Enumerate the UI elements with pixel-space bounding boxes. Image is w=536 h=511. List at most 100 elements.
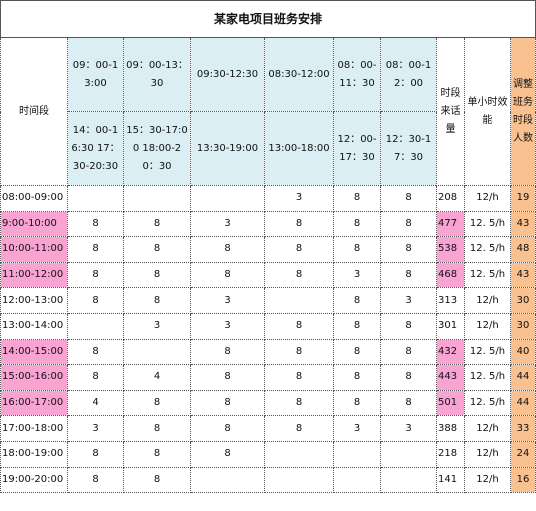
efficiency-cell: 12. 5/h — [464, 389, 511, 417]
shift-cell: 8 — [333, 236, 381, 263]
efficiency-cell: 12/h — [464, 287, 511, 314]
shift-header: 15：30-17:00 18:00-20：30 — [123, 111, 191, 186]
calls-cell: 501 — [436, 389, 465, 417]
calls-cell: 477 — [436, 210, 465, 238]
calls-cell: 388 — [436, 415, 465, 442]
shift-cell: 8 — [123, 440, 191, 468]
shift-cell: 8 — [264, 389, 334, 417]
shift-header: 09:30-12:30 — [190, 37, 265, 112]
data-row: 10:00-11:00 8 8 8 8 8 8 538 12. 5/h 48 — [0, 236, 536, 263]
calls-cell: 301 — [436, 312, 465, 340]
schedule-table: 某家电项目班务安排 时间段 09：00-13:00 09：00-13：30 09:30… — [0, 0, 536, 494]
shift-cell — [380, 440, 437, 468]
shift-cell: 3 — [264, 185, 334, 212]
shift-cell: 8 — [123, 466, 191, 494]
staff-cell: 16 — [509, 466, 536, 494]
time-cell: 13:00-14:00 — [0, 312, 68, 340]
shift-cell: 8 — [67, 466, 124, 494]
efficiency-cell: 12. 5/h — [464, 261, 511, 289]
shift-cell: 8 — [123, 415, 191, 442]
calls-cell: 218 — [436, 440, 465, 468]
shift-cell: 8 — [380, 210, 437, 238]
title-row: 某家电项目班务安排 — [0, 0, 536, 38]
header-cell: 时间段 — [0, 37, 68, 186]
shift-cell: 8 — [264, 364, 334, 391]
staff-cell: 30 — [509, 287, 536, 314]
shift-cell: 3 — [333, 415, 381, 442]
shift-cell: 3 — [67, 415, 124, 442]
header-cell: 时段来话量 — [436, 37, 465, 186]
time-cell: 10:00-11:00 — [0, 236, 68, 263]
shift-cell: 8 — [67, 287, 124, 314]
shift-cell: 8 — [67, 236, 124, 263]
staff-cell: 44 — [509, 389, 536, 417]
staff-cell: 33 — [509, 415, 536, 442]
shift-cell: 3 — [190, 210, 265, 238]
time-cell: 14:00-15:00 — [0, 338, 68, 366]
time-cell: 08:00-09:00 — [0, 185, 68, 212]
data-row: 19:00-20:00 8 8 141 12/h 16 — [0, 466, 536, 494]
shift-cell: 8 — [380, 389, 437, 417]
shift-cell: 8 — [190, 261, 265, 289]
shift-header: 12：30-17：30 — [380, 111, 437, 186]
shift-cell — [264, 466, 334, 494]
shift-cell: 8 — [67, 364, 124, 391]
shift-cell: 8 — [67, 261, 124, 289]
shift-cell: 8 — [123, 236, 191, 263]
shift-cell — [264, 287, 334, 314]
shift-header: 13:30-19:00 — [190, 111, 265, 186]
header-row: 14：00-16:30 17：30-20:30 15：30-17:00 18:00… — [1, 111, 536, 186]
shift-cell: 8 — [333, 185, 381, 212]
shift-cell: 8 — [67, 210, 124, 238]
shift-cell — [67, 312, 124, 340]
shift-cell: 8 — [190, 389, 265, 417]
shift-header: 12：00-17：30 — [333, 111, 381, 186]
calls-cell: 432 — [436, 338, 465, 366]
data-row: 13:00-14:00 3 3 8 8 8 301 12/h 30 — [0, 312, 536, 340]
shift-cell: 3 — [380, 287, 437, 314]
shift-cell — [123, 185, 191, 212]
staff-cell: 19 — [509, 185, 536, 212]
shift-cell — [264, 440, 334, 468]
data-row: 14:00-15:00 8 8 8 8 8 432 12. 5/h 40 — [0, 338, 536, 366]
data-row: 08:00-09:00 3 8 8 208 12/h 19 — [0, 185, 536, 212]
header-cell: 单小时效能 — [464, 37, 511, 186]
shift-cell: 8 — [190, 440, 265, 468]
data-row: 15:00-16:00 8 4 8 8 8 8 443 12. 5/h 44 — [0, 364, 536, 391]
shift-header: 09：00-13:00 — [67, 37, 124, 112]
calls-cell: 538 — [436, 236, 465, 263]
staff-cell: 48 — [509, 236, 536, 263]
shift-cell: 8 — [264, 210, 334, 238]
shift-cell: 3 — [123, 312, 191, 340]
efficiency-cell: 12/h — [464, 185, 511, 212]
calls-cell: 208 — [436, 185, 465, 212]
shift-header: 08:30-12:00 — [264, 37, 334, 112]
shift-cell: 8 — [123, 210, 191, 238]
shift-cell: 8 — [333, 287, 381, 314]
time-cell: 16:00-17:00 — [0, 389, 68, 417]
staff-cell: 43 — [509, 210, 536, 238]
shift-cell: 8 — [123, 287, 191, 314]
efficiency-cell: 12/h — [464, 440, 511, 468]
shift-cell: 8 — [67, 440, 124, 468]
data-row: 9:00-10:00 8 8 3 8 8 8 477 12. 5/h 43 — [0, 210, 536, 238]
shift-cell — [190, 466, 265, 494]
shift-cell: 8 — [380, 185, 437, 212]
shift-header: 13:00-18:00 — [264, 111, 334, 186]
time-cell: 17:00-18:00 — [0, 415, 68, 442]
efficiency-cell: 12. 5/h — [464, 338, 511, 366]
header-row: 时间段 09：00-13:00 09：00-13：30 09:30-12:30 08:3… — [0, 37, 536, 186]
shift-cell: 4 — [123, 364, 191, 391]
staff-cell: 40 — [509, 338, 536, 366]
calls-cell: 141 — [436, 466, 465, 494]
shift-cell: 8 — [333, 312, 381, 340]
efficiency-cell: 12/h — [464, 415, 511, 442]
shift-cell — [123, 338, 191, 366]
shift-cell: 8 — [380, 338, 437, 366]
time-cell: 12:00-13:00 — [0, 287, 68, 314]
data-row: 16:00-17:00 4 8 8 8 8 8 501 12. 5/h 44 — [0, 389, 536, 417]
staff-cell: 43 — [509, 261, 536, 289]
shift-cell: 8 — [264, 236, 334, 263]
shift-cell: 8 — [333, 210, 381, 238]
